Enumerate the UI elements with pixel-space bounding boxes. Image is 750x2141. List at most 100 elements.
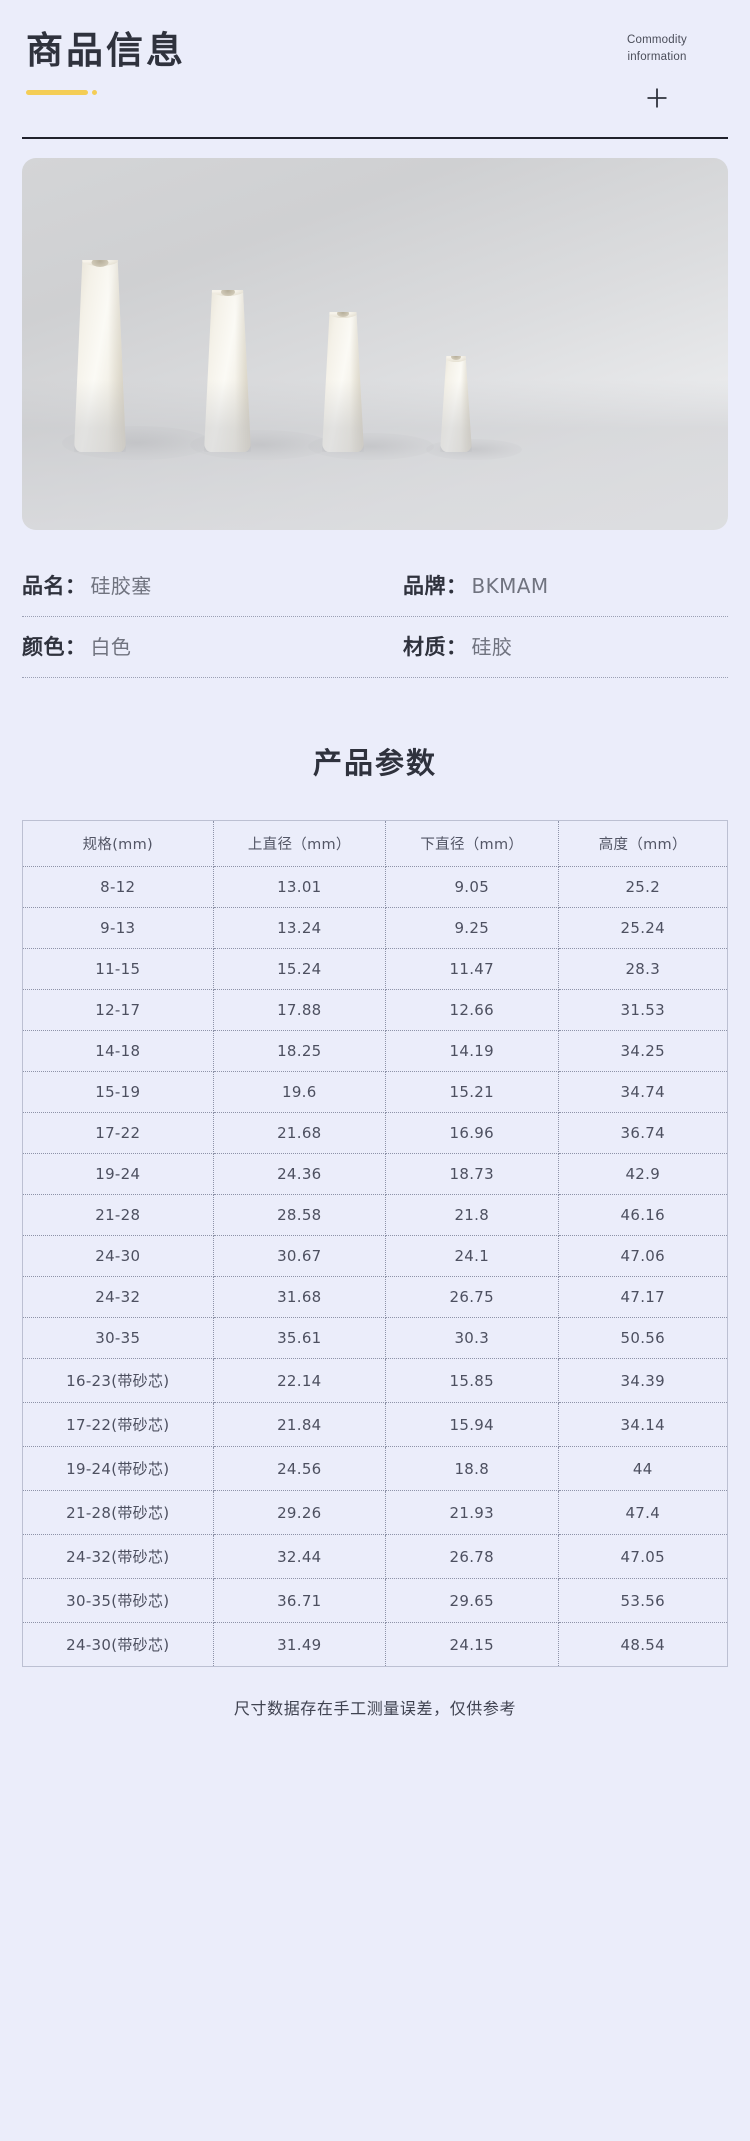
table-row: 30-35(带砂芯) 36.71 29.65 53.56 [23,1578,727,1623]
cell-height: 25.24 [558,907,727,949]
spec-table-body: 8-12 13.01 9.05 25.2 9-13 13.24 9.25 25.24 11-15… [23,866,727,1666]
cell-height: 34.39 [558,1358,727,1403]
params-section-title: 产品参数 [312,746,437,780]
cell-spec: 17-22 [23,1112,214,1154]
cell-height: 34.14 [558,1402,727,1447]
cell-bottom-diameter: 18.8 [385,1446,559,1491]
cell-spec: 11-15 [23,948,214,990]
attribute-value: 硅胶 [471,635,513,659]
cell-spec: 8-12 [23,866,214,908]
cell-top-diameter: 29.26 [213,1490,387,1535]
table-row: 21-28 28.58 21.8 46.16 [23,1194,727,1236]
stopper-hole [91,260,109,267]
cell-bottom-diameter: 26.78 [385,1534,559,1579]
spec-table: 规格(mm) 上直径（mm） 下直径（mm） 高度（mm） 8-12 13.01 9… [23,821,727,1666]
cell-top-diameter: 18.25 [213,1030,387,1072]
column-header-bot-dia: 下直径（mm） [385,821,559,867]
cell-spec: 15-19 [23,1071,214,1113]
cell-spec: 17-22(带砂芯) [23,1402,214,1447]
cell-height: 28.3 [558,948,727,990]
cell-top-diameter: 35.61 [213,1317,387,1359]
cell-height: 36.74 [558,1112,727,1154]
cell-bottom-diameter: 26.75 [385,1276,559,1318]
cell-spec: 21-28 [23,1194,214,1236]
table-row: 17-22 21.68 16.96 36.74 [23,1112,727,1154]
column-header-spec: 规格(mm) [23,821,214,867]
subtitle-en-line2: information [627,50,687,63]
stopper-shadow-3 [308,433,434,460]
cell-bottom-diameter: 16.96 [385,1112,559,1154]
product-photo-content [22,158,728,530]
title-accent [26,89,186,95]
cell-bottom-diameter: 11.47 [385,948,559,990]
cell-spec: 16-23(带砂芯) [23,1358,214,1403]
stopper-small [322,312,364,452]
cell-bottom-diameter: 9.25 [385,907,559,949]
cell-height: 53.56 [558,1578,727,1623]
cell-height: 48.54 [620,1635,665,1654]
cell-bottom-diameter: 30.3 [385,1317,559,1359]
spec-table-wrapper: 规格(mm) 上直径（mm） 下直径（mm） 高度（mm） 8-12 13.01 9… [22,820,728,1667]
cell-spec: 24-32(带砂芯) [23,1534,214,1579]
attribute-row: 品名： 硅胶塞 品牌： BKMAM [22,556,728,616]
table-row: 16-23(带砂芯) 22.14 15.85 34.39 [23,1358,727,1403]
cell-top-diameter: 24.56 [213,1446,387,1491]
table-row: 11-15 15.24 11.47 28.3 [23,948,727,990]
cell-top-diameter: 21.68 [213,1112,387,1154]
product-photo [22,158,728,530]
stopper-medium [204,290,251,452]
cell-top-diameter: 15.24 [213,948,387,990]
attribute-row: 颜色： 白色 材质： 硅胶 [22,616,728,678]
attribute-brand: 品牌： BKMAM [375,570,728,600]
accent-dot [92,89,97,95]
stopper-hole [220,290,235,296]
stopper-hole [451,356,461,360]
table-footnote: 尺寸数据存在手工测量误差，仅供参考 [233,1699,517,1718]
spec-table-head: 规格(mm) 上直径（mm） 下直径（mm） 高度（mm） [23,821,727,867]
stopper-shadow-2 [190,430,330,460]
cell-height: 46.16 [558,1194,727,1236]
cell-bottom-diameter: 24.15 [385,1622,559,1666]
cell-spec: 9-13 [23,907,214,949]
table-row: 15-19 19.6 15.21 34.74 [23,1071,727,1113]
cell-top-diameter: 31.68 [213,1276,387,1318]
table-row: 8-12 13.01 9.05 25.2 [23,866,727,908]
cell-height: 34.74 [558,1071,727,1113]
cell-top-diameter: 21.84 [213,1402,387,1447]
cell-top-diameter: 22.14 [213,1358,387,1403]
table-row: 21-28(带砂芯) 29.26 21.93 47.4 [23,1490,727,1535]
cell-top-diameter: 30.67 [213,1235,387,1277]
cell-spec: 24-32 [23,1276,214,1318]
stopper-shade [461,356,472,452]
attribute-material: 材质： 硅胶 [375,631,728,661]
attribute-value: 白色 [90,635,132,659]
header-divider [22,137,728,139]
table-row: 19-24 24.36 18.73 42.9 [23,1153,727,1195]
cell-top-diameter: 28.58 [213,1194,387,1236]
table-row: 12-17 17.88 12.66 31.53 [23,989,727,1031]
cell-height: 47.17 [558,1276,727,1318]
cell-top-diameter: 19.6 [213,1071,387,1113]
cell-spec: 14-18 [23,1030,214,1072]
cell-bottom-diameter: 29.65 [385,1578,559,1623]
cell-height: 47.06 [558,1235,727,1277]
cell-spec: 21-28(带砂芯) [23,1490,214,1535]
column-header-top-dia: 上直径（mm） [213,821,387,867]
cell-height: 25.2 [558,866,727,908]
plus-icon [592,87,722,109]
cell-spec: 19-24 [23,1153,214,1195]
cell-top-diameter: 32.44 [213,1534,387,1579]
attribute-name: 品名： 硅胶塞 [22,570,375,600]
attribute-key: 品名： [22,574,87,598]
cell-top-diameter: 24.36 [213,1153,387,1195]
table-row: 24-32 31.68 26.75 47.17 [23,1276,727,1318]
cell-height: 50.56 [558,1317,727,1359]
accent-bar [26,89,88,95]
cell-bottom-diameter: 21.93 [385,1490,559,1535]
cell-spec: 12-17 [23,989,214,1031]
column-header-height: 高度（mm） [558,821,727,867]
table-row: 24-30(带砂芯) 31.49 24.15 48.54 [23,1622,727,1666]
attribute-key: 品牌： [403,574,468,598]
page-title: 商品信息 [26,29,186,72]
cell-bottom-diameter: 18.73 [385,1153,559,1195]
